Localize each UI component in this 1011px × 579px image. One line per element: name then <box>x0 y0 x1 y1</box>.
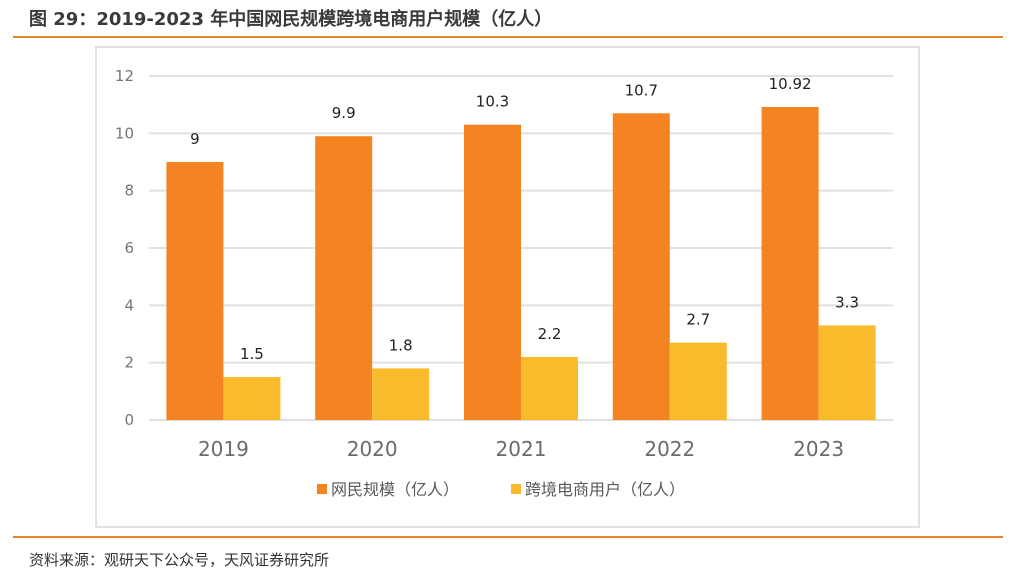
data-labels: 9 1.5 9.9 1.8 10.3 2.2 10.7 2.7 10.92 3.3 <box>190 75 859 363</box>
chart-container: 0 2 4 6 8 10 12 9 1.5 9.9 1.8 10.3 2.2 10.7 2.7 10.92 3… <box>95 46 920 528</box>
data-label: 2.7 <box>686 311 710 329</box>
bar-crossborder-users <box>223 377 281 420</box>
bottom-rule <box>13 536 1003 538</box>
bar-internet-users <box>166 162 224 420</box>
top-rule <box>13 36 1003 38</box>
x-category-label: 2021 <box>496 437 547 461</box>
data-label: 1.8 <box>389 336 413 354</box>
x-category-label: 2019 <box>198 437 249 461</box>
bars <box>166 106 876 421</box>
y-axis-ticks: 0 2 4 6 8 10 12 <box>115 67 134 429</box>
data-label: 3.3 <box>835 293 859 311</box>
data-label: 2.2 <box>538 325 562 343</box>
data-label: 10.3 <box>476 93 509 111</box>
y-tick-label: 6 <box>124 239 134 257</box>
y-tick-label: 8 <box>124 182 134 200</box>
bar-internet-users <box>464 124 521 420</box>
bar-crossborder-users <box>669 342 727 420</box>
y-tick-label: 2 <box>124 354 134 372</box>
source-note: 资料来源：观研天下公众号，天风证券研究所 <box>29 551 330 569</box>
x-category-label: 2022 <box>644 437 695 461</box>
bar-internet-users <box>761 106 819 421</box>
x-axis-categories: 2019 2020 2021 2022 2023 <box>198 437 844 461</box>
legend-label-internet-users: 网民规模（亿人） <box>331 480 459 499</box>
data-label: 10.92 <box>769 75 812 93</box>
y-tick-label: 0 <box>124 411 134 429</box>
data-label: 10.7 <box>625 81 658 99</box>
data-label: 9 <box>190 130 200 148</box>
x-category-label: 2020 <box>347 437 398 461</box>
legend-label-crossborder-users: 跨境电商用户（亿人） <box>525 480 685 499</box>
bar-chart: 0 2 4 6 8 10 12 9 1.5 9.9 1.8 10.3 2.2 10.7 2.7 10.92 3… <box>115 67 893 499</box>
y-tick-label: 12 <box>115 67 134 85</box>
bar-crossborder-users <box>372 368 430 420</box>
bar-internet-users <box>612 113 670 421</box>
bar-internet-users <box>315 136 373 420</box>
y-tick-label: 4 <box>124 296 134 314</box>
legend: 网民规模（亿人） 跨境电商用户（亿人） <box>317 480 685 499</box>
bar-crossborder-users <box>521 356 578 420</box>
figure-title: 图 29：2019-2023 年中国网民规模跨境电商用户规模（亿人） <box>29 9 553 30</box>
legend-swatch-internet-users <box>317 484 327 494</box>
data-label: 1.5 <box>240 345 264 363</box>
data-label: 9.9 <box>332 104 356 122</box>
x-category-label: 2023 <box>793 437 844 461</box>
bar-crossborder-users <box>818 325 876 420</box>
legend-swatch-crossborder-users <box>511 484 521 494</box>
y-tick-label: 10 <box>115 124 134 142</box>
